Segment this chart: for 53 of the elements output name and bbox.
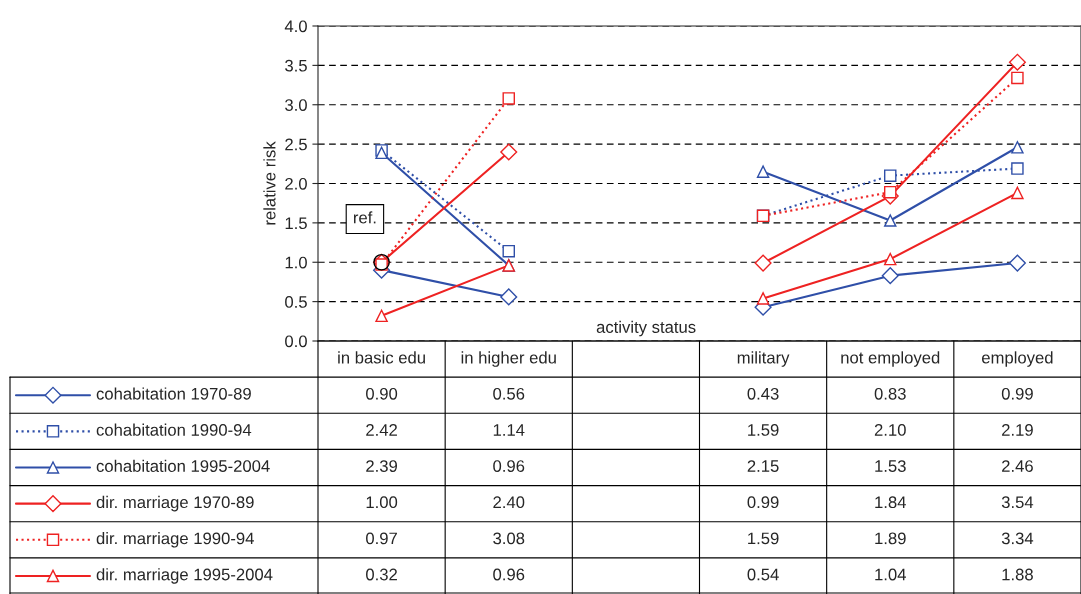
data-label: 1.59	[748, 424, 779, 436]
y-tick-label: 1.0	[285, 256, 307, 269]
data-label: 0.90	[366, 387, 398, 400]
legend-label: dir. marriage 1970-89	[96, 495, 254, 512]
legend-label: cohabitation 1990-94	[96, 423, 252, 436]
x-axis-title: activity status	[596, 320, 696, 337]
x-tick-label: not employed	[841, 351, 940, 367]
y-axis-title: relative risk	[263, 141, 276, 225]
data-label: 0.99	[1001, 387, 1033, 400]
y-tick-label: 0.0	[285, 335, 307, 348]
data-label: 0.56	[493, 387, 525, 400]
data-label: 3.54	[1001, 496, 1034, 509]
legend-label: dir. marriage 1995-2004	[96, 568, 273, 584]
x-tick-label: military	[737, 351, 790, 367]
data-label: 1.89	[875, 532, 906, 545]
data-label: 1.88	[1002, 568, 1033, 581]
y-tick-label: 3.0	[285, 99, 307, 111]
data-label: 2.42	[366, 424, 397, 436]
data-label: 0.99	[747, 496, 779, 509]
data-label: 1.00	[366, 496, 398, 509]
data-label: 0.83	[874, 387, 906, 400]
y-tick-label: 0.5	[285, 296, 307, 308]
y-tick-label: 2.0	[285, 177, 307, 190]
y-tick-label: 2.5	[285, 138, 307, 151]
data-label: 1.04	[875, 568, 906, 581]
x-tick-label: in basic edu	[338, 351, 425, 364]
y-tick-label: 1.5	[285, 217, 307, 230]
annotation: ref.	[353, 211, 376, 224]
data-label: 3.34	[1001, 532, 1034, 545]
data-label: 0.32	[366, 568, 397, 581]
data-label: 0.54	[747, 568, 779, 581]
legend-label: cohabitation 1995-2004	[96, 459, 270, 472]
data-label: 1.84	[875, 496, 906, 509]
data-label: 0.96	[493, 460, 525, 472]
data-label: 2.10	[874, 424, 906, 436]
data-label: 0.43	[747, 387, 779, 400]
data-label: 1.14	[493, 424, 525, 436]
data-label: 2.15	[747, 460, 779, 472]
data-label: 1.53	[875, 460, 906, 472]
legend-label: cohabitation 1970-89	[96, 387, 251, 400]
data-label: 2.40	[493, 496, 525, 509]
data-label: 1.59	[748, 532, 779, 545]
data-label: 0.96	[493, 568, 525, 581]
y-tick-label: 4.0	[284, 20, 307, 33]
y-tick-label: 3.5	[285, 59, 307, 72]
data-label: 0.97	[366, 532, 397, 545]
x-tick-label: in higher edu	[461, 351, 556, 367]
data-label: 2.19	[1002, 424, 1033, 436]
x-tick-label: employed	[981, 351, 1053, 367]
data-label: 3.08	[493, 532, 525, 545]
data-label: 2.46	[1002, 460, 1033, 472]
legend-label: dir. marriage 1990-94	[96, 532, 254, 548]
data-label: 2.39	[366, 460, 398, 472]
